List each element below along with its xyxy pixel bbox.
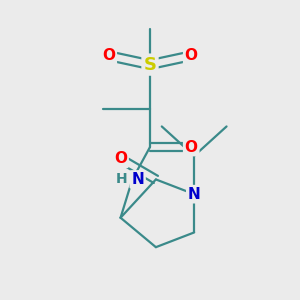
Text: O: O — [185, 140, 198, 154]
Text: N: N — [188, 187, 200, 202]
Text: O: O — [185, 48, 198, 63]
Text: S: S — [143, 56, 157, 74]
Text: H: H — [115, 172, 127, 186]
Text: N: N — [131, 172, 144, 187]
Text: O: O — [102, 48, 115, 63]
Text: O: O — [114, 151, 127, 166]
